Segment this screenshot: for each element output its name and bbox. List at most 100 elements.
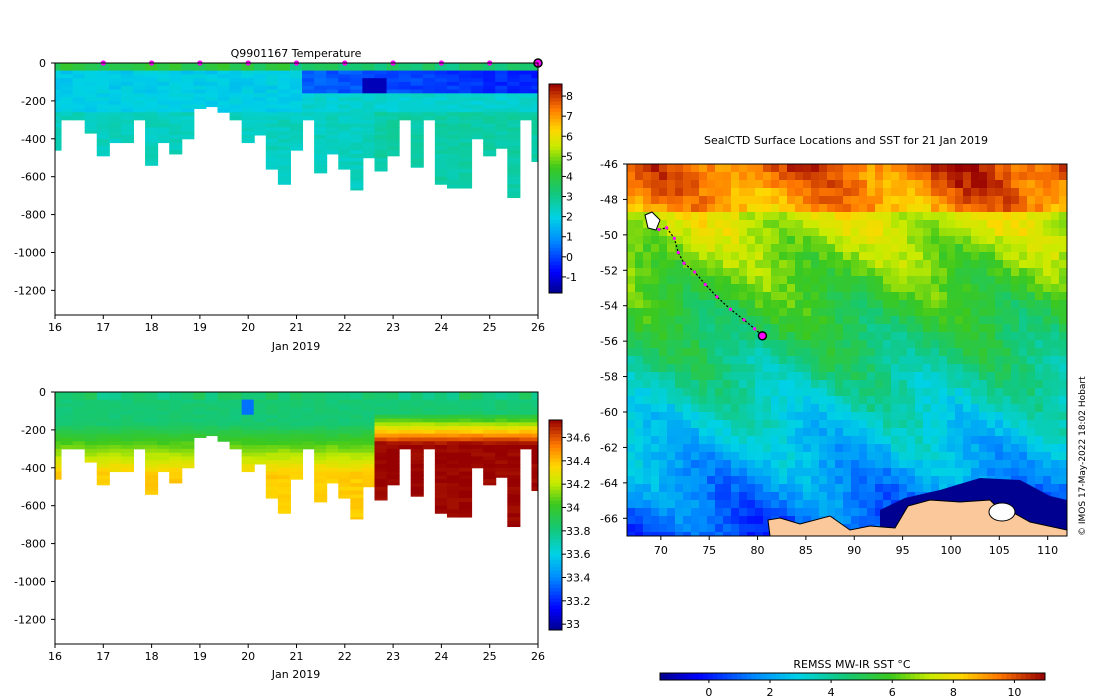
sst-cell bbox=[995, 428, 1004, 437]
sst-cell bbox=[1051, 364, 1060, 373]
sst-cell bbox=[899, 468, 908, 477]
salinity-cell bbox=[471, 433, 485, 438]
salinity-cell bbox=[132, 422, 147, 427]
sst-cell bbox=[1019, 292, 1028, 301]
sst-cell bbox=[787, 460, 796, 469]
sst-cell bbox=[675, 284, 684, 293]
temperature-cell bbox=[253, 63, 267, 68]
salinity-cell bbox=[410, 437, 424, 442]
salinity-x-tick-label: 25 bbox=[483, 650, 497, 663]
sst-cell bbox=[811, 364, 820, 373]
sst-cell bbox=[675, 268, 684, 277]
temperature-cell bbox=[446, 161, 461, 166]
sst-cell bbox=[659, 196, 668, 205]
temperature-cell bbox=[217, 63, 231, 68]
sst-cell bbox=[987, 372, 996, 381]
salinity-cell bbox=[108, 395, 122, 401]
sst-cell bbox=[939, 332, 948, 341]
sst-cell bbox=[955, 332, 964, 341]
salinity-cell bbox=[531, 464, 538, 469]
sst-cell bbox=[635, 508, 644, 517]
salinity-cell bbox=[277, 479, 291, 484]
temperature-cell bbox=[132, 97, 147, 102]
temperature-cell bbox=[338, 112, 352, 117]
sst-cell bbox=[643, 468, 652, 477]
temperature-cell bbox=[55, 135, 62, 140]
sst-cell bbox=[907, 244, 916, 253]
salinity-colorbar-swatch bbox=[549, 490, 562, 494]
salinity-cell bbox=[84, 418, 98, 423]
temperature-cell bbox=[132, 104, 147, 109]
sst-cell bbox=[827, 300, 836, 309]
sst-cell bbox=[883, 460, 892, 469]
temperature-cell bbox=[181, 131, 195, 136]
temperature-cell bbox=[471, 123, 485, 128]
sst-cell bbox=[939, 380, 948, 389]
sst-cell bbox=[851, 180, 860, 189]
salinity-cell bbox=[531, 429, 538, 435]
sst-cell bbox=[811, 260, 820, 269]
sst-cell bbox=[827, 164, 836, 173]
sst-cell bbox=[987, 172, 996, 181]
salinity-cell bbox=[157, 395, 171, 401]
salinity-cell bbox=[265, 490, 279, 495]
sst-cell bbox=[891, 276, 900, 285]
temperature-cell bbox=[265, 135, 279, 140]
sst-cell bbox=[643, 532, 652, 536]
track-point bbox=[665, 226, 669, 230]
salinity-cell bbox=[531, 445, 538, 450]
sst-cell bbox=[811, 372, 820, 381]
sst-cell bbox=[963, 300, 972, 309]
salinity-cell bbox=[72, 437, 86, 442]
temperature-cell bbox=[471, 116, 485, 121]
salinity-cell bbox=[507, 441, 521, 446]
temperature-cell bbox=[60, 70, 74, 75]
temperature-cell bbox=[350, 89, 364, 94]
sst-cell bbox=[899, 388, 908, 397]
temperature-cell bbox=[446, 176, 461, 181]
sst-cell bbox=[763, 316, 772, 325]
salinity-cell bbox=[338, 452, 352, 457]
temperature-cell bbox=[84, 63, 98, 68]
sst-cell bbox=[931, 276, 940, 285]
map-colorbar-swatch bbox=[770, 673, 776, 680]
sst-cell bbox=[1043, 212, 1052, 221]
sst-cell bbox=[667, 388, 676, 397]
map-y-tick-label: -54 bbox=[600, 300, 618, 313]
sst-cell bbox=[771, 220, 780, 229]
sst-cell bbox=[987, 284, 996, 293]
temperature-cell bbox=[338, 66, 352, 72]
salinity-cell bbox=[277, 471, 291, 476]
salinity-cell bbox=[60, 395, 74, 401]
sst-cell bbox=[771, 180, 780, 189]
sst-cell bbox=[787, 236, 796, 245]
sst-cell bbox=[1027, 476, 1036, 485]
temperature-cell bbox=[277, 161, 291, 166]
sst-cell bbox=[691, 492, 700, 501]
sst-cell bbox=[859, 252, 868, 261]
sst-cell bbox=[1059, 380, 1067, 389]
sst-cell bbox=[763, 236, 772, 245]
sst-cell bbox=[691, 356, 700, 365]
salinity-cell bbox=[410, 399, 424, 404]
salinity-cell bbox=[507, 505, 521, 510]
sst-cell bbox=[667, 492, 676, 501]
salinity-cell bbox=[471, 456, 485, 461]
salinity-cell bbox=[338, 482, 352, 488]
sst-cell bbox=[819, 404, 828, 413]
salinity-colorbar-swatch bbox=[549, 584, 562, 589]
temperature-cell bbox=[205, 100, 219, 106]
sst-cell bbox=[771, 292, 780, 301]
salinity-cell bbox=[72, 410, 86, 416]
temperature-cell bbox=[84, 78, 98, 83]
sst-cell bbox=[627, 196, 636, 205]
sst-cell bbox=[891, 492, 900, 501]
sst-cell bbox=[1003, 300, 1012, 309]
salinity-cell bbox=[483, 410, 497, 416]
temperature-cell bbox=[120, 78, 134, 83]
sst-cell bbox=[699, 324, 708, 333]
sst-cell bbox=[859, 484, 868, 493]
sst-cell bbox=[819, 468, 828, 477]
temperature-cell bbox=[205, 70, 219, 75]
temperature-cell bbox=[507, 78, 521, 83]
